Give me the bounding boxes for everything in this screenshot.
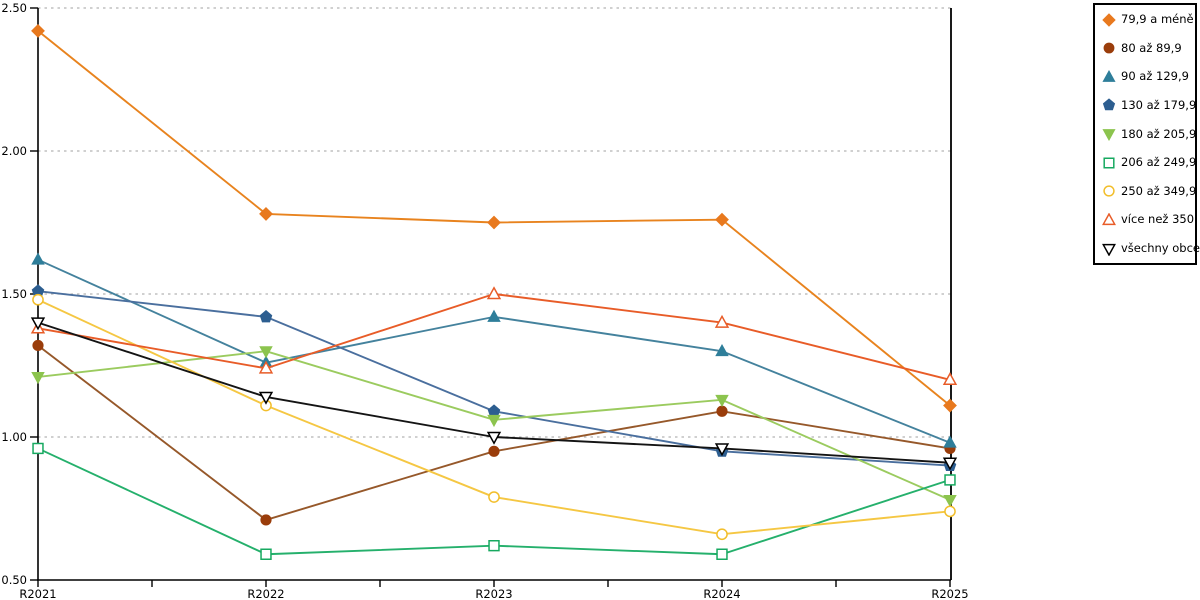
legend-marker-3 bbox=[1102, 98, 1116, 111]
marker-series-0-point-R2025 bbox=[943, 398, 957, 413]
marker-series-8-point-R2025 bbox=[942, 457, 958, 471]
marker-series-7-point-R2025 bbox=[942, 372, 958, 386]
marker-series-8-point-R2022 bbox=[258, 391, 274, 405]
legend-item-4: 180 až 205,9 bbox=[1102, 127, 1196, 142]
circle-marker-icon bbox=[1103, 185, 1115, 197]
marker-series-1-point-R2021 bbox=[32, 339, 44, 352]
triangle-up-marker-icon bbox=[1102, 69, 1116, 82]
x-tick-label: R2023 bbox=[475, 587, 512, 600]
legend-marker-6 bbox=[1103, 185, 1115, 197]
y-tick-label: 2.00 bbox=[1, 144, 27, 158]
marker-series-5-point-R2023 bbox=[488, 539, 500, 552]
marker-series-4-point-R2022 bbox=[259, 346, 273, 359]
marker-series-2-point-R2024 bbox=[715, 343, 729, 357]
legend-label: 79,9 a méně bbox=[1121, 12, 1194, 26]
marker-series-6-point-R2025 bbox=[944, 505, 956, 518]
legend-marker-5 bbox=[1103, 157, 1115, 169]
x-tick-label: R2022 bbox=[247, 587, 284, 600]
y-tick-label: 1.50 bbox=[1, 287, 27, 301]
legend-marker-2 bbox=[1102, 69, 1116, 82]
marker-series-1-point-R2024 bbox=[716, 405, 728, 417]
legend-label: 180 až 205,9 bbox=[1121, 126, 1197, 141]
marker-series-7-point-R2023 bbox=[486, 286, 502, 300]
legend-marker-7 bbox=[1102, 212, 1116, 225]
pentagon-marker-icon bbox=[1102, 98, 1116, 111]
legend-item-5: 206 až 249,9 bbox=[1102, 155, 1196, 170]
marker-series-6-point-R2023 bbox=[488, 491, 500, 503]
y-tick-label: 0.50 bbox=[1, 573, 27, 587]
x-tick-label: R2025 bbox=[931, 587, 968, 600]
y-tick-label: 1.00 bbox=[1, 430, 27, 444]
legend-marker-1 bbox=[1103, 42, 1115, 54]
marker-series-0-point-R2024 bbox=[715, 212, 729, 227]
marker-series-3-point-R2022 bbox=[259, 310, 273, 323]
y-tick-label: 2.50 bbox=[1, 1, 27, 15]
marker-series-1-point-R2023 bbox=[488, 445, 500, 457]
marker-series-4-point-R2024 bbox=[715, 394, 729, 408]
marker-series-4-point-R2021 bbox=[31, 371, 45, 385]
marker-series-5-point-R2025 bbox=[944, 474, 956, 486]
legend-label: 250 až 349,9 bbox=[1121, 183, 1197, 198]
legend-item-2: 90 až 129,9 bbox=[1102, 69, 1189, 84]
legend-item-7: více než 350 bbox=[1102, 212, 1194, 227]
circle-marker-icon bbox=[1103, 42, 1115, 54]
diamond-marker-icon bbox=[1102, 12, 1116, 27]
legend-marker-0 bbox=[1102, 12, 1116, 27]
legend-item-0: 79,9 a méně bbox=[1102, 12, 1194, 27]
marker-series-0-point-R2021 bbox=[31, 23, 45, 38]
marker-series-8-point-R2023 bbox=[486, 431, 502, 445]
marker-series-2-point-R2021 bbox=[31, 252, 45, 265]
marker-series-0-point-R2022 bbox=[259, 207, 273, 221]
legend-item-6: 250 až 349,9 bbox=[1102, 184, 1196, 199]
legend-label: 80 až 89,9 bbox=[1121, 40, 1182, 55]
triangle-up-marker-icon bbox=[1102, 212, 1116, 225]
legend-marker-8 bbox=[1102, 243, 1116, 256]
marker-series-4-point-R2025 bbox=[943, 494, 957, 508]
legend-label: 206 až 249,9 bbox=[1121, 155, 1197, 170]
marker-series-1-point-R2022 bbox=[260, 514, 272, 526]
marker-series-7-point-R2022 bbox=[258, 360, 274, 374]
marker-series-5-point-R2021 bbox=[32, 442, 44, 455]
legend-label: více než 350 bbox=[1121, 212, 1195, 227]
legend-item-1: 80 až 89,9 bbox=[1102, 41, 1189, 56]
legend-label: 130 až 179,9 bbox=[1121, 97, 1197, 112]
marker-series-6-point-R2021 bbox=[32, 293, 44, 306]
triangle-down-marker-icon bbox=[1102, 243, 1116, 256]
marker-series-2-point-R2023 bbox=[487, 309, 501, 322]
marker-series-5-point-R2024 bbox=[716, 548, 728, 560]
legend-label: všechny obce bbox=[1121, 241, 1200, 255]
triangle-down-marker-icon bbox=[1102, 129, 1116, 141]
x-tick-label: R2021 bbox=[19, 587, 56, 600]
marker-series-8-point-R2024 bbox=[714, 443, 730, 457]
marker-series-0-point-R2023 bbox=[487, 215, 501, 230]
legend: 79,9 a méně 80 až 89,9 90 až 129,9 130 až 1… bbox=[1093, 3, 1200, 265]
legend-label: 90 až 129,9 bbox=[1121, 69, 1189, 84]
marker-series-8-point-R2021 bbox=[30, 317, 46, 331]
x-tick-label: R2024 bbox=[703, 587, 740, 600]
marker-series-5-point-R2022 bbox=[260, 548, 272, 560]
marker-series-6-point-R2024 bbox=[716, 528, 728, 541]
marker-series-3-point-R2023 bbox=[487, 404, 501, 417]
square-marker-icon bbox=[1103, 157, 1115, 169]
marker-series-7-point-R2024 bbox=[714, 314, 730, 328]
marker-series-4-point-R2023 bbox=[487, 414, 501, 428]
marker-series-2-point-R2025 bbox=[943, 435, 957, 448]
legend-item-3: 130 až 179,9 bbox=[1102, 98, 1196, 113]
legend-marker-4 bbox=[1102, 129, 1116, 141]
legend-item-8: všechny obce bbox=[1102, 241, 1200, 256]
